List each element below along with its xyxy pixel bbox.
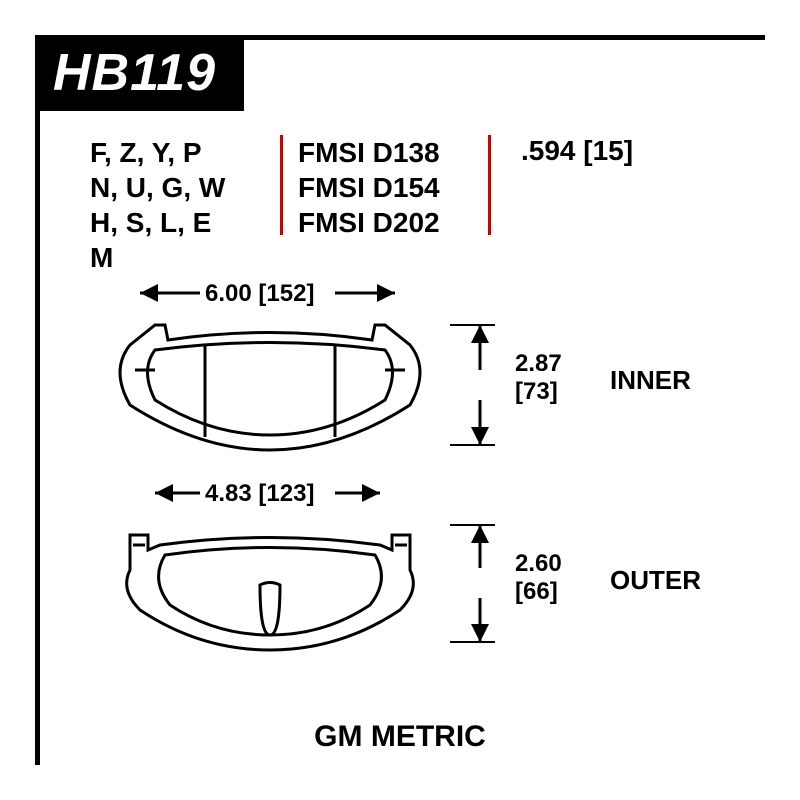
- inner-width-arrow: [100, 278, 440, 308]
- divider-2: [488, 135, 491, 235]
- fmsi-line: FMSI D202: [298, 205, 473, 240]
- outer-pad-svg: [100, 515, 440, 665]
- fmsi-line: FMSI D138: [298, 135, 473, 170]
- fmsi-codes: FMSI D138 FMSI D154 FMSI D202: [298, 135, 473, 275]
- outer-label: OUTER: [610, 565, 701, 596]
- compound-codes: F, Z, Y, P N, U, G, W H, S, L, E M: [90, 135, 265, 275]
- outer-height-label: 2.60[66]: [515, 550, 562, 605]
- codes-line: H, S, L, E: [90, 205, 265, 240]
- codes-line: M: [90, 240, 265, 275]
- outer-height-arrow: [450, 520, 510, 650]
- inner-label: INNER: [610, 365, 691, 396]
- thickness: .594 [15]: [506, 135, 646, 275]
- part-number-banner: HB119: [35, 35, 244, 111]
- info-row: F, Z, Y, P N, U, G, W H, S, L, E M FMSI …: [90, 135, 646, 275]
- inner-pad-svg: [100, 315, 440, 465]
- fmsi-line: FMSI D154: [298, 170, 473, 205]
- divider-1: [280, 135, 283, 235]
- caption: GM METRIC: [0, 720, 800, 754]
- inner-height-label: 2.87[73]: [515, 350, 562, 405]
- outer-width-arrow: [100, 478, 440, 508]
- codes-line: N, U, G, W: [90, 170, 265, 205]
- inner-height-arrow: [450, 320, 510, 450]
- codes-line: F, Z, Y, P: [90, 135, 265, 170]
